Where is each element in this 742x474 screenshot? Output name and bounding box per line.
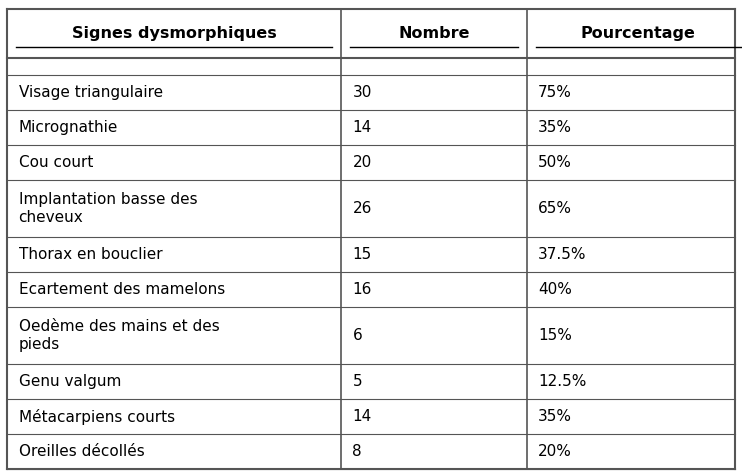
Text: 75%: 75% bbox=[538, 85, 572, 100]
Text: Ecartement des mamelons: Ecartement des mamelons bbox=[19, 282, 225, 297]
Text: Nombre: Nombre bbox=[398, 26, 470, 41]
Text: Métacarpiens courts: Métacarpiens courts bbox=[19, 409, 174, 425]
Text: 65%: 65% bbox=[538, 201, 572, 216]
Text: Cou court: Cou court bbox=[19, 155, 93, 170]
Text: 15%: 15% bbox=[538, 328, 572, 343]
Text: Implantation basse des
cheveux: Implantation basse des cheveux bbox=[19, 191, 197, 225]
Text: 14: 14 bbox=[352, 120, 372, 135]
Text: 12.5%: 12.5% bbox=[538, 374, 586, 389]
Text: 35%: 35% bbox=[538, 120, 572, 135]
Text: 40%: 40% bbox=[538, 282, 572, 297]
Text: 26: 26 bbox=[352, 201, 372, 216]
Text: Genu valgum: Genu valgum bbox=[19, 374, 121, 389]
Text: 14: 14 bbox=[352, 409, 372, 424]
Text: 30: 30 bbox=[352, 85, 372, 100]
Text: 6: 6 bbox=[352, 328, 362, 343]
Text: Visage triangulaire: Visage triangulaire bbox=[19, 85, 162, 100]
Text: 50%: 50% bbox=[538, 155, 572, 170]
Text: 20%: 20% bbox=[538, 444, 572, 459]
Text: 16: 16 bbox=[352, 282, 372, 297]
Text: Signes dysmorphiques: Signes dysmorphiques bbox=[72, 26, 277, 41]
Text: Thorax en bouclier: Thorax en bouclier bbox=[19, 247, 162, 262]
Text: 8: 8 bbox=[352, 444, 362, 459]
Text: 15: 15 bbox=[352, 247, 372, 262]
Text: Oreilles décollés: Oreilles décollés bbox=[19, 444, 144, 459]
Text: 35%: 35% bbox=[538, 409, 572, 424]
Text: Pourcentage: Pourcentage bbox=[581, 26, 695, 41]
Text: 37.5%: 37.5% bbox=[538, 247, 586, 262]
Text: Micrognathie: Micrognathie bbox=[19, 120, 118, 135]
Text: 20: 20 bbox=[352, 155, 372, 170]
Text: Oedème des mains et des
pieds: Oedème des mains et des pieds bbox=[19, 319, 220, 352]
Text: 5: 5 bbox=[352, 374, 362, 389]
